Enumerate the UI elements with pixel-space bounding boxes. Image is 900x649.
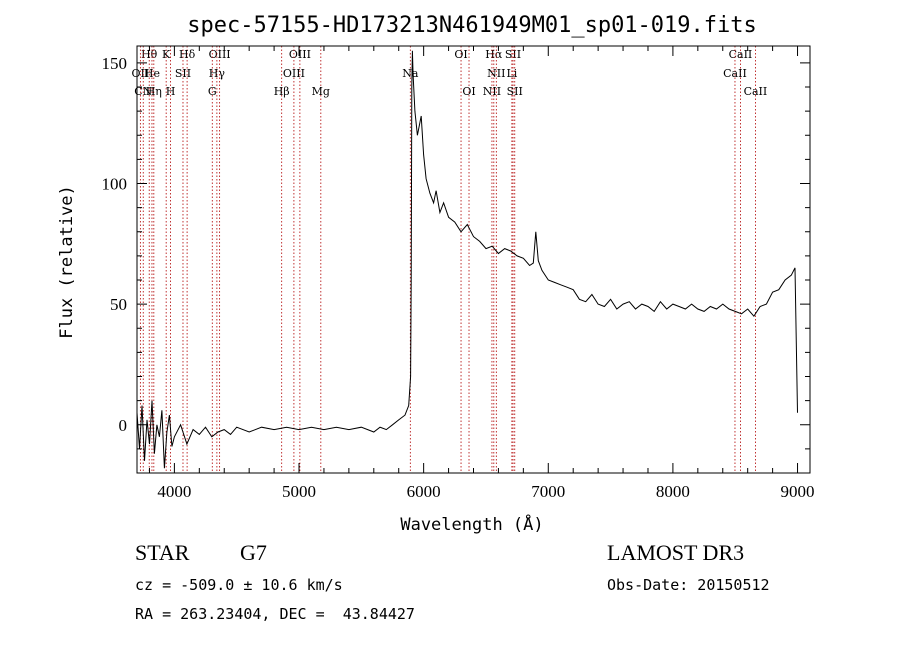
x-axis-label: Wavelength (Å): [400, 513, 543, 535]
marker-label-16: Na: [402, 67, 419, 80]
chart-title: spec-57155-HD173213N461949M01_sp01-019.f…: [187, 13, 757, 38]
marker-label-23: NII: [483, 85, 501, 98]
marker-label-15: Mg: [312, 85, 330, 98]
marker-label-25: CaII: [729, 48, 753, 61]
y-tick-label: 50: [110, 295, 127, 314]
marker-label-22: Li: [506, 67, 517, 80]
marker-label-6: SII: [175, 67, 191, 80]
x-tick-label: 9000: [781, 482, 815, 501]
marker-label-17: OI: [454, 48, 467, 61]
y-axis-label: Flux (relative): [57, 185, 77, 339]
survey-name: LAMOST DR3: [607, 540, 744, 565]
marker-label-14: Hβ: [274, 85, 290, 98]
marker-label-11: G: [208, 85, 217, 98]
marker-label-18: OI: [462, 85, 475, 98]
marker-label-2: Hδ: [179, 48, 196, 61]
marker-label-21: NII: [487, 67, 505, 80]
x-tick-label: 5000: [282, 482, 316, 501]
marker-label-27: CaII: [744, 85, 768, 98]
marker-label-12: OIII: [289, 48, 311, 61]
marker-label-7: Hγ: [209, 67, 226, 80]
y-tick-label: 150: [102, 54, 128, 73]
plot-frame: [136, 45, 811, 474]
x-tick-label: 8000: [656, 482, 690, 501]
marker-label-1: K: [162, 48, 171, 61]
axis-ticks: 4000 5000 6000 7000 8000 9000 0 50 100 150: [102, 46, 815, 501]
marker-label-20: SII: [505, 48, 521, 61]
marker-label-3: OIII: [209, 48, 231, 61]
marker-label-19: Hα: [485, 48, 503, 61]
marker-label-10: H: [166, 85, 176, 98]
marker-label-5: He: [144, 67, 160, 80]
plot-area: [136, 45, 811, 474]
marker-label-13: OIII: [283, 67, 305, 80]
velocity-readout: cz = -509.0 ± 10.6 km/s: [135, 576, 343, 594]
marker-label-8: CN: [134, 85, 152, 98]
x-tick-label: 7000: [531, 482, 565, 501]
marker-label-4: OII: [132, 67, 150, 80]
object-class: STAR: [135, 540, 190, 565]
marker-label-9: Hη: [146, 85, 162, 98]
observation-date: Obs-Date: 20150512: [607, 576, 770, 594]
marker-label-24: SII: [507, 85, 523, 98]
x-tick-label: 4000: [157, 482, 191, 501]
marker-label-26: CaII: [723, 67, 747, 80]
y-tick-label: 100: [102, 175, 128, 194]
coordinates-readout: RA = 263.23404, DEC = 43.84427: [135, 605, 415, 623]
x-tick-label: 6000: [407, 482, 441, 501]
spectrum-line: [136, 50, 798, 469]
y-tick-label: 0: [119, 416, 128, 435]
object-subclass: G7: [240, 540, 267, 565]
